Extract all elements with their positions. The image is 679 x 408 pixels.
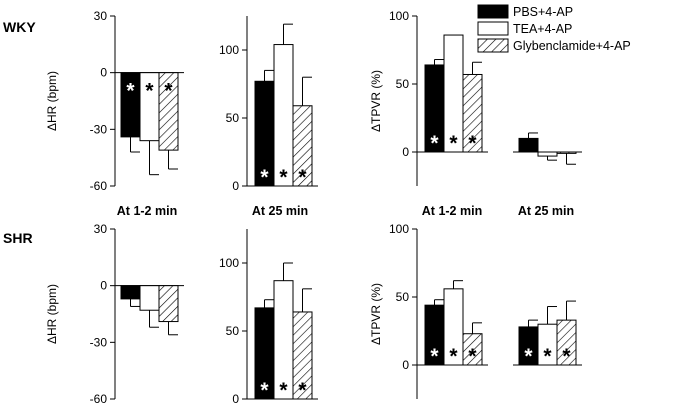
panel-shr-tpvr-early: 100 50 0 ΔTPVR (%) * * * bbox=[369, 222, 488, 399]
legend-label-tea: TEA+4-AP bbox=[513, 22, 572, 36]
panel-wky-tpvr-late bbox=[513, 132, 582, 165]
significance-star: * bbox=[430, 345, 439, 368]
legend: PBS+4-AP TEA+4-AP Glybenclamide+4-AP bbox=[477, 4, 631, 53]
bar-glybenclamide bbox=[556, 151, 577, 154]
row-label-shr: SHR bbox=[3, 230, 33, 246]
bar-tea bbox=[139, 285, 160, 311]
bar-tea bbox=[273, 44, 294, 187]
significance-star: * bbox=[468, 132, 477, 155]
significance-star: * bbox=[145, 80, 154, 103]
y-tick-label: 30 bbox=[94, 222, 108, 236]
y-tick-label: 100 bbox=[389, 9, 409, 23]
y-tick-label: 0 bbox=[100, 279, 107, 293]
significance-star: * bbox=[260, 166, 269, 189]
significance-star: * bbox=[524, 345, 533, 368]
y-axis-label: ΔTPVR (%) bbox=[369, 70, 383, 132]
legend-label-glybenclamide: Glybenclamide+4-AP bbox=[513, 39, 631, 53]
significance-star: * bbox=[298, 379, 307, 402]
bar-glybenclamide bbox=[158, 285, 179, 323]
significance-star: * bbox=[449, 345, 458, 368]
panel-shr-hr-late: 100 50 0 * * * bbox=[219, 229, 318, 406]
y-tick-label: 0 bbox=[232, 392, 239, 406]
panel-wky-tpvr-early: 100 50 0 ΔTPVR (%) * * * bbox=[369, 9, 488, 186]
panel-shr-tpvr-late: * * * bbox=[513, 300, 582, 368]
significance-star: * bbox=[164, 80, 173, 103]
panels: 30 0 -30 -60 ΔHR (bpm) * * * 100 50 0 * * * 100 50 0 ΔTPV… bbox=[45, 9, 582, 406]
bar-pbs bbox=[120, 285, 141, 300]
legend-swatch-tea bbox=[477, 21, 509, 36]
category-label-hr-late-top: At 25 min bbox=[252, 204, 308, 218]
y-tick-label: 100 bbox=[219, 256, 239, 270]
category-label-tpvr-early-top: At 1-2 min bbox=[422, 204, 482, 218]
significance-star: * bbox=[562, 345, 571, 368]
y-tick-label: -60 bbox=[90, 179, 108, 193]
significance-star: * bbox=[260, 379, 269, 402]
significance-star: * bbox=[430, 132, 439, 155]
category-label-tpvr-late-top: At 25 min bbox=[518, 204, 574, 218]
y-tick-label: -30 bbox=[90, 335, 108, 349]
panel-wky-hr-late: 100 50 0 * * * bbox=[219, 16, 318, 193]
bar-tea bbox=[537, 151, 558, 157]
bar-pbs bbox=[518, 137, 539, 153]
y-tick-label: 0 bbox=[402, 358, 409, 372]
y-tick-label: 0 bbox=[232, 179, 239, 193]
y-axis-label: ΔHR (bpm) bbox=[45, 71, 59, 131]
significance-star: * bbox=[449, 132, 458, 155]
legend-swatch-glybenclamide bbox=[477, 38, 509, 53]
y-axis-label: ΔTPVR (%) bbox=[369, 283, 383, 345]
y-tick-label: -60 bbox=[90, 392, 108, 406]
y-tick-label: 50 bbox=[396, 290, 410, 304]
panel-wky-hr-early: 30 0 -30 -60 ΔHR (bpm) * * * bbox=[45, 9, 184, 193]
y-tick-label: 50 bbox=[226, 324, 240, 338]
y-tick-label: 30 bbox=[94, 9, 108, 23]
legend-label-pbs: PBS+4-AP bbox=[513, 5, 573, 19]
y-tick-label: 0 bbox=[402, 145, 409, 159]
significance-star: * bbox=[279, 166, 288, 189]
significance-star: * bbox=[468, 345, 477, 368]
y-tick-label: 0 bbox=[100, 66, 107, 80]
significance-star: * bbox=[279, 379, 288, 402]
legend-swatch-pbs bbox=[477, 4, 509, 19]
significance-star: * bbox=[298, 166, 307, 189]
row-label-wky: WKY bbox=[3, 19, 36, 35]
y-tick-label: 50 bbox=[396, 77, 410, 91]
significance-star: * bbox=[126, 80, 135, 103]
panel-shr-hr-early: 30 0 -30 -60 ΔHR (bpm) bbox=[45, 222, 184, 406]
significance-star: * bbox=[543, 345, 552, 368]
y-tick-label: -30 bbox=[90, 122, 108, 136]
y-tick-label: 50 bbox=[226, 111, 240, 125]
y-tick-label: 100 bbox=[219, 43, 239, 57]
category-label-hr-early-top: At 1-2 min bbox=[117, 204, 177, 218]
y-axis-label: ΔHR (bpm) bbox=[45, 284, 59, 344]
y-tick-label: 100 bbox=[389, 222, 409, 236]
